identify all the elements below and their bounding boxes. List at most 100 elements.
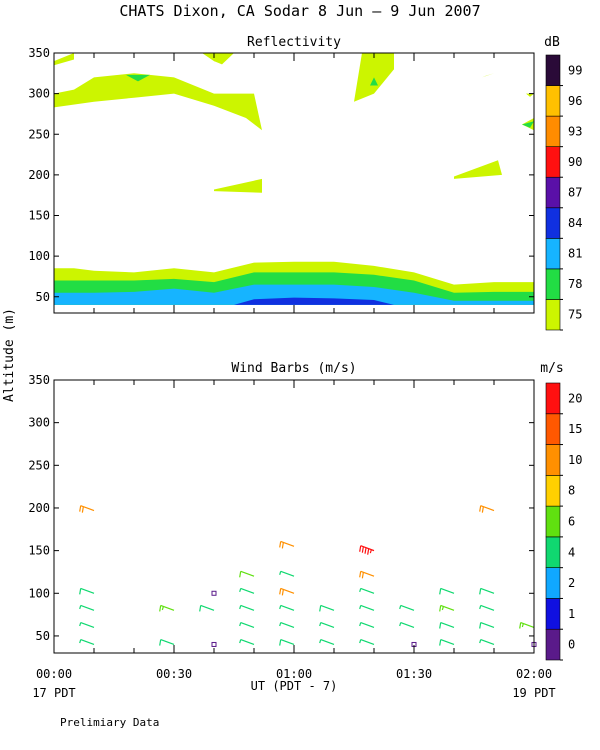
reflectivity-patch-75db — [214, 178, 262, 193]
wind-barb — [279, 570, 295, 577]
colorbar-label: 99 — [568, 63, 582, 77]
wind-barb — [279, 540, 295, 549]
wind-barb — [359, 621, 375, 628]
wind-barb — [239, 604, 255, 611]
wind-barb — [79, 639, 95, 646]
wind-barb — [79, 621, 95, 628]
colorbar-swatch — [545, 238, 561, 270]
wind-colorbar-unit: m/s — [540, 361, 563, 376]
x-tick-label: 01:30 — [396, 667, 432, 681]
wind-barb — [359, 545, 375, 555]
wind-title: Wind Barbs (m/s) — [231, 361, 356, 376]
reflectivity-patch-75db — [202, 53, 234, 65]
reflectivity-patch-75db — [54, 73, 262, 131]
colorbar-swatch — [545, 299, 561, 331]
wind-plot-area — [79, 505, 537, 647]
reflectivity-colorbar: 75 78 81 84 87 90 93 96 99 — [545, 54, 582, 331]
wind-barb — [319, 604, 335, 612]
wind-barb — [479, 604, 495, 611]
wind-barb — [359, 639, 375, 646]
wind-barb — [359, 587, 375, 594]
wind-colorbar: 0 1 2 4 6 8 10 15 20 — [545, 382, 582, 661]
wind-barb — [479, 639, 495, 646]
wind-barb — [439, 604, 455, 612]
wind-calm-mark — [211, 590, 217, 596]
colorbar-label: 0 — [568, 638, 575, 652]
y-tick-label: 100 — [28, 249, 50, 263]
y-tick-label: 300 — [28, 416, 50, 430]
reflectivity-patch-78db — [126, 74, 150, 82]
colorbar-swatch — [545, 413, 561, 445]
colorbar-label: 6 — [568, 515, 575, 529]
y-axis-label: Altitude (m) — [2, 308, 17, 402]
colorbar-label: 10 — [568, 453, 582, 467]
reflectivity-patch-75db — [526, 93, 534, 97]
reflectivity-contour-81db — [54, 284, 534, 305]
x-tick-label: 02:00 — [516, 667, 552, 681]
wind-x-axis — [53, 380, 535, 653]
reflectivity-patch-75db — [454, 160, 502, 179]
colorbar-label: 84 — [568, 216, 582, 230]
wind-calm-mark — [211, 641, 217, 647]
reflectivity-patch-75db — [482, 73, 494, 78]
colorbar-label: 78 — [568, 277, 582, 291]
colorbar-label: 8 — [568, 484, 575, 498]
wind-barb — [359, 570, 375, 579]
colorbar-swatch — [545, 382, 561, 415]
x-tick-label: 00:00 — [36, 667, 72, 681]
reflectivity-patch-78db — [370, 77, 378, 86]
wind-barb — [239, 570, 255, 578]
colorbar-label: 81 — [568, 247, 582, 261]
figure-title: CHATS Dixon, CA Sodar 8 Jun – 9 Jun 2007 — [119, 2, 480, 20]
wind-barb — [79, 505, 95, 513]
wind-barb — [239, 587, 255, 594]
wind-y-axis: 50 100 150 200 250 300 350 — [28, 373, 534, 643]
colorbar-label: 2 — [568, 576, 575, 590]
wind-barb — [279, 639, 295, 646]
colorbar-label: 90 — [568, 155, 582, 169]
wind-barb — [159, 604, 175, 612]
y-tick-label: 50 — [36, 290, 50, 304]
x-tick-label: 01:00 — [276, 667, 312, 681]
wind-barb — [279, 587, 295, 596]
wind-barb — [199, 604, 215, 612]
wind-frame — [53, 379, 535, 654]
wind-barb — [479, 505, 495, 513]
footnote: Prelimiary Data — [60, 716, 159, 729]
colorbar-label: 87 — [568, 186, 582, 200]
x-tick-label: 00:30 — [156, 667, 192, 681]
colorbar-swatch — [545, 505, 561, 538]
x-tick-labels: 00:00 00:30 01:00 01:30 02:00 — [36, 667, 552, 681]
wind-barb — [439, 639, 455, 646]
reflectivity-x-axis — [53, 53, 535, 313]
y-tick-label: 150 — [28, 544, 50, 558]
colorbar-swatch — [545, 475, 561, 507]
wind-barb — [239, 639, 255, 646]
y-tick-label: 100 — [28, 586, 50, 600]
colorbar-label: 96 — [568, 94, 582, 108]
wind-barb — [79, 604, 95, 611]
reflectivity-y-axis: 50 100 150 200 250 300 350 — [28, 46, 534, 304]
wind-barb — [79, 587, 95, 595]
y-tick-label: 200 — [28, 168, 50, 182]
wind-barb — [279, 604, 295, 611]
reflectivity-title: Reflectivity — [247, 35, 341, 50]
y-tick-label: 200 — [28, 501, 50, 515]
reflectivity-colorbar-unit: dB — [544, 35, 560, 50]
wind-barb — [319, 621, 335, 628]
y-tick-label: 350 — [28, 373, 50, 387]
x-end-label: 19 PDT — [512, 686, 555, 700]
y-tick-label: 250 — [28, 458, 50, 472]
colorbar-label: 4 — [568, 545, 575, 559]
y-tick-label: 150 — [28, 209, 50, 223]
colorbar-swatch — [545, 54, 561, 86]
colorbar-swatch — [545, 628, 561, 661]
x-start-label: 17 PDT — [32, 686, 75, 700]
wind-barb — [319, 639, 335, 646]
colorbar-label: 20 — [568, 391, 582, 405]
y-tick-label: 250 — [28, 127, 50, 141]
wind-barb — [359, 604, 375, 611]
